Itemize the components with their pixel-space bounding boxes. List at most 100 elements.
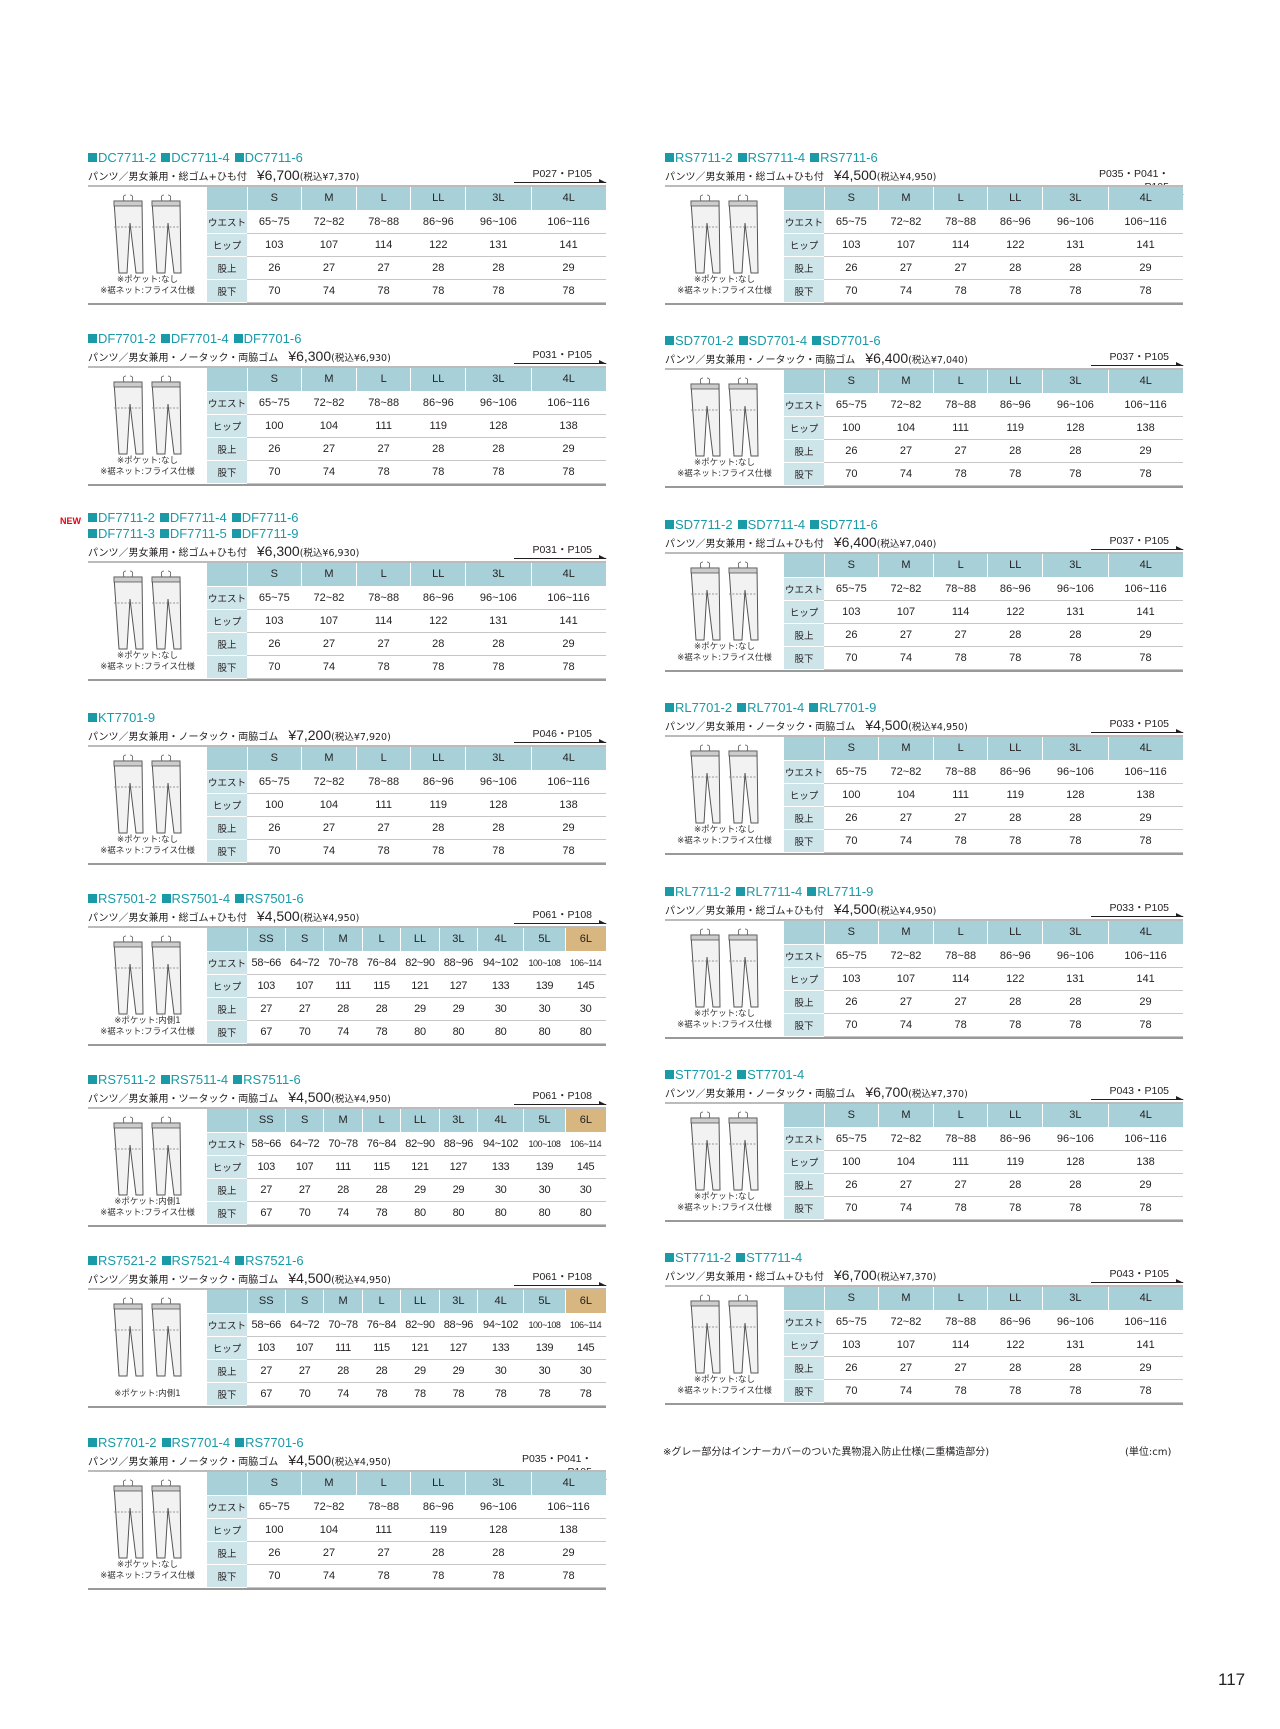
measurement-cell: 78 [1108, 1013, 1183, 1037]
measurement-cell: 78 [1042, 1013, 1109, 1037]
pants-illustration-icon [690, 928, 759, 1008]
table-row: ヒップ 103 107 114 122 131 141 [784, 967, 1183, 991]
square-bullet-icon [812, 336, 822, 345]
tax-included-price: (税込¥7,370) [908, 1089, 968, 1100]
size-header: LL [410, 747, 466, 771]
catalog-page-reference: P033・P105 [1091, 900, 1184, 917]
table-row: ヒップ 100 104 111 119 128 138 [207, 414, 606, 438]
size-header: 4L [477, 1290, 524, 1314]
measurement-cell: 27 [878, 990, 934, 1014]
table-row: 股下 70 74 78 78 78 78 [784, 462, 1183, 486]
measurement-cell: 128 [1042, 416, 1109, 440]
measurement-cell: 27 [878, 439, 934, 463]
product-block: KT7701-9 パンツ／男女兼用・ノータック・両脇ゴム ¥7,200 (税込¥7,9… [88, 710, 607, 865]
table-row: ウエスト 65~75 72~82 78~88 86~96 96~106 106~116 [207, 586, 606, 610]
size-table: ※ポケット:なし ※裾ネット:フライス仕様 S M L LL 3L 4L ウエスト 65~75 72… [665, 368, 1183, 488]
size-header: LL [987, 1287, 1043, 1311]
product-code: RS7511-6 [243, 1072, 301, 1087]
measurement-cell: 133 [477, 1336, 524, 1360]
size-header: SS [246, 928, 286, 952]
tax-included-price: (税込¥7,920) [331, 732, 391, 743]
product-code: ST7711-4 [746, 1250, 803, 1265]
size-table: ※ポケット:内側1 SS S M L LL 3L 4L 5L 6L ウエスト 58~66 64~72 70… [88, 1288, 606, 1408]
measurement-cell: 65~75 [247, 391, 302, 415]
size-table: ※ポケット:なし ※裾ネット:フライス仕様 S M L LL 3L 4L ウエスト 65~75 72… [88, 745, 606, 865]
measurement-cell: 27 [285, 997, 324, 1021]
product-description-line: パンツ／男女兼用・ノータック・両脇ゴム ¥6,300 (税込¥6,930) [88, 348, 606, 364]
row-label: 股上 [207, 256, 247, 280]
size-header: S [284, 1290, 324, 1314]
measurement-cell: 26 [247, 1541, 302, 1565]
measurement-cell: 72~82 [301, 210, 357, 234]
measurement-cell: 78 [1108, 1196, 1183, 1220]
note: ※裾ネット:フライス仕様 [100, 661, 195, 672]
product-code: RS7701-2 [98, 1435, 157, 1450]
measurement-cell: 121 [400, 974, 440, 998]
measurement-cell: 72~82 [878, 1310, 934, 1334]
product-image: ※ポケット:内側1 ※裾ネット:フライス仕様 [88, 928, 207, 1044]
measurement-cell: 70~78 [323, 1313, 363, 1337]
measurement-cell: 103 [247, 974, 286, 998]
product-description-line: パンツ／男女兼用・総ゴム+ひも付 ¥6,400 (税込¥7,040) [665, 534, 1183, 550]
measurement-cell: 78 [1042, 1379, 1109, 1403]
measurement-cell: 27 [878, 1173, 934, 1197]
product-code: RS7511-2 [98, 1072, 156, 1087]
measurement-cell: 78 [531, 839, 606, 863]
square-bullet-icon [160, 334, 170, 343]
measurement-cell: 78 [933, 1379, 988, 1403]
size-header: LL [987, 187, 1043, 211]
measurement-cell: 27 [878, 1356, 934, 1380]
square-bullet-icon [235, 894, 245, 903]
measurement-cell: 106~116 [531, 391, 606, 415]
measurement-cell: 28 [465, 632, 532, 656]
row-label: 股下 [207, 1201, 247, 1225]
square-bullet-icon [810, 520, 820, 529]
product-code: RL7701-4 [747, 700, 805, 715]
size-header: L [932, 1287, 988, 1311]
size-header: 4L [530, 1472, 606, 1496]
price: ¥4,500 [833, 901, 877, 917]
product-description: パンツ／男女兼用・ツータック・両脇ゴム [88, 1094, 279, 1105]
measurement-cell: 96~106 [1042, 1310, 1109, 1334]
note: ※裾ネット:フライス仕様 [100, 1207, 195, 1218]
measurement-cell: 106~116 [1108, 1310, 1183, 1334]
measurement-cell: 78~88 [356, 391, 411, 415]
measurement-cell: 28 [410, 437, 466, 461]
measurement-cell: 141 [1108, 600, 1183, 624]
measurement-cell: 100 [824, 416, 879, 440]
measurement-cell: 29 [400, 1178, 440, 1202]
measurement-cell: 74 [878, 1196, 934, 1220]
square-bullet-icon [807, 887, 817, 896]
measurement-cell: 103 [824, 600, 879, 624]
table-row: 股上 26 27 27 28 28 29 [784, 439, 1183, 463]
corner-cell [784, 737, 824, 761]
row-label: ヒップ [784, 783, 824, 807]
measurement-cell: 104 [301, 793, 357, 817]
note: ※ポケット:なし [694, 457, 755, 468]
size-header: M [878, 921, 934, 945]
measurement-cell: 115 [362, 1155, 401, 1179]
measurement-cell: 78 [531, 655, 606, 679]
tax-included-price: (税込¥7,370) [299, 172, 360, 183]
product-image: ※ポケット:内側1 ※裾ネット:フライス仕様 [88, 1109, 207, 1225]
pants-illustration-icon [113, 1297, 182, 1377]
product-image: ※ポケット:なし ※裾ネット:フライス仕様 [665, 187, 784, 303]
product-description: パンツ／男女兼用・ツータック・両脇ゴム [88, 1275, 279, 1286]
corner-cell [207, 1109, 247, 1133]
measurement-cell: 86~96 [987, 1127, 1043, 1151]
size-header: S [823, 1287, 879, 1311]
measurement-cell: 78~88 [933, 760, 988, 784]
table-row: 股下 70 74 78 78 78 78 [784, 1196, 1183, 1220]
table-row: 股下 70 74 78 78 78 78 [784, 646, 1183, 670]
measurement-cell: 65~75 [824, 1310, 879, 1334]
product-code: DF7701-2 [98, 331, 156, 346]
row-label: ヒップ [784, 1150, 824, 1174]
measurement-cell: 29 [1108, 439, 1183, 463]
measurement-cell: 106~116 [1108, 944, 1183, 968]
measurement-cell: 30 [477, 1359, 524, 1383]
size-header: S [284, 928, 324, 952]
measurement-cell: 82~90 [400, 951, 440, 975]
table-row: 股上 26 27 27 28 28 29 [784, 1173, 1183, 1197]
table-row: 股上 26 27 27 28 28 29 [784, 623, 1183, 647]
size-header: LL [400, 1109, 440, 1133]
